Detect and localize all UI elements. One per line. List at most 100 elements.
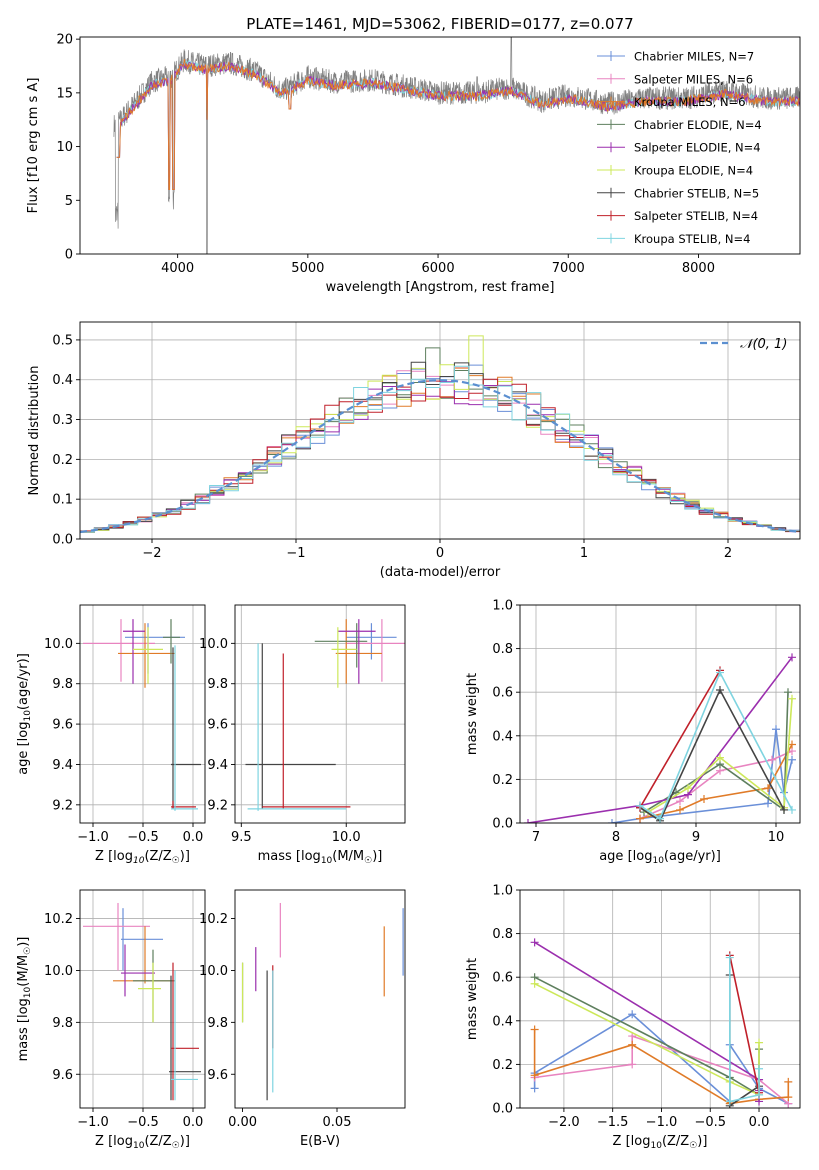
marker-point [636,801,644,810]
x-axis-label: wavelength [Angstrom, rest frame] [326,280,555,295]
x-tick-label: 0.0 [183,1115,204,1130]
x-axis-label: Z [log10(Z/Z☉)] [95,849,190,866]
y-tick-label: 1.0 [492,599,513,614]
marker-point [530,1084,539,1093]
marker-point [764,784,772,793]
marker-point [780,805,788,814]
series-line-salpeter-stelib [729,955,760,1093]
y-tick-label: 0.0 [492,1102,513,1117]
marker-point [725,953,734,962]
plot-area [80,335,800,534]
marker-point [684,784,692,793]
y-tick-label: 0.4 [492,729,513,744]
y-tick-label: 10.0 [44,964,73,979]
y-tick-label: 9.8 [207,1016,228,1031]
marker-point [755,1064,764,1073]
marker-point [636,814,644,823]
model-spectrum-kroupa-miles [116,59,800,190]
plot-area [524,653,796,823]
marker-point [700,795,708,804]
marker-point [764,799,772,808]
legend-label: Chabrier STELIB, NSSP=5 [634,186,759,200]
y-axis-label: mass weight [465,673,480,755]
panel-mass-weight-vs-age: 7 8 9 10 0.0 0.2 0.4 0.6 0.8 1.0 age [log10(age/yr… [465,599,801,866]
axes-frame [234,604,406,824]
y-tick-label: 9.2 [52,798,73,813]
x-tick-label: 2 [724,546,732,561]
y-tick-label: 9.6 [52,1068,73,1083]
x-tick-label: 7000 [552,261,585,276]
y-tick-label: 10.2 [44,912,73,927]
x-tick-label: −1.0 [646,1115,678,1130]
marker-point [608,819,616,823]
x-tick-label: −0.5 [127,1115,159,1130]
y-tick-label: 5 [65,194,73,209]
series-line-chabrier-stelib [639,688,785,822]
y-tick-label: 9.8 [52,677,73,692]
series-line-chabrier-elodie [534,976,760,1097]
x-tick-label: 8 [612,830,620,845]
marker-point [784,1093,793,1102]
model-spectrum-salpeter-elodie [116,61,800,190]
marker-point [676,805,684,814]
x-tick-label: −0.5 [694,1115,726,1130]
y-tick-label: 0.6 [492,686,513,701]
x-tick-label: −0.5 [127,830,159,845]
y-axis-label: age [log10(age/yr)] [16,653,33,775]
marker-point [628,1010,637,1019]
x-axis-label: mass [log10(M/M☉)] [258,849,383,866]
y-axis-label: Flux [fλ10−17 erg cm−2 s−1 A−1] [26,78,41,214]
y-tick-label: 15 [56,86,73,101]
y-tick-label: 0.2 [492,1058,513,1073]
marker-point [524,819,532,823]
y-tick-label: 9.6 [52,718,73,733]
y-tick-label: 9.6 [207,1068,228,1083]
plot-area [113,37,800,254]
x-tick-label: −2.0 [548,1115,580,1130]
legend-label: Kroupa ELODIE, NSSP=4 [634,164,753,178]
x-axis-label: Z [log10(Z/Z☉)] [613,1134,708,1151]
marker-point [788,694,796,703]
marker-point [725,1097,734,1106]
x-tick-label: 9 [692,830,700,845]
x-axis-label: age [log10(age/yr)] [599,849,721,866]
y-tick-label: 20 [56,33,73,48]
y-tick-label: 0.0 [52,533,73,548]
x-tick-label: 9.5 [231,830,252,845]
marker-point [676,797,684,806]
y-tick-label: 0.4 [52,373,73,388]
legend-label: Chabrier ELODIE, NSSP=4 [634,118,762,132]
x-tick-label: 6000 [422,261,455,276]
legend-label: Salpeter STELIB, NSSP=4 [634,209,758,223]
panel-mass-weight-vs-Z: −2.0 −1.5 −1.0 −0.5 0.0 0.0 0.2 0.4 0.6 0.8 1.0 Z [… [465,884,801,1151]
x-tick-label: 5000 [291,261,324,276]
y-tick-label: 0.0 [492,817,513,832]
axes-frame [234,889,406,1109]
x-tick-label: 1 [580,546,588,561]
normal-curve [80,379,800,534]
x-tick-label: −2 [142,546,161,561]
y-axis-label: mass [log10(M/M☉)] [16,937,33,1062]
y-tick-label: 9.4 [207,758,228,773]
x-tick-label: −1.0 [77,1115,109,1130]
legend-label: Kroupa MILES, NSSP=6 [634,95,746,109]
axes-frame [79,604,206,824]
marker-point [784,1077,793,1086]
x-axis-label: (data-model)/error [380,565,501,580]
y-tick-label: 10.0 [199,964,228,979]
y-tick-label: 9.8 [52,1016,73,1031]
y-tick-label: 0.5 [52,333,73,348]
legend-label: Salpeter ELODIE, NSSP=4 [634,141,761,155]
marker-point [788,653,796,662]
x-tick-label: 7 [532,830,540,845]
marker-point [530,1071,539,1080]
x-tick-label: −1 [286,546,305,561]
marker-point [628,1060,637,1069]
panel-mass-vs-EBV: 0.00 0.05 9.6 9.8 10.0 10.2 E(B-V) [199,889,406,1149]
marker-point [530,938,539,947]
marker-point [772,725,780,734]
x-tick-label: 0.0 [749,1115,770,1130]
x-tick-label: 10 [768,830,785,845]
y-axis-label: Normed distribution [27,366,42,496]
